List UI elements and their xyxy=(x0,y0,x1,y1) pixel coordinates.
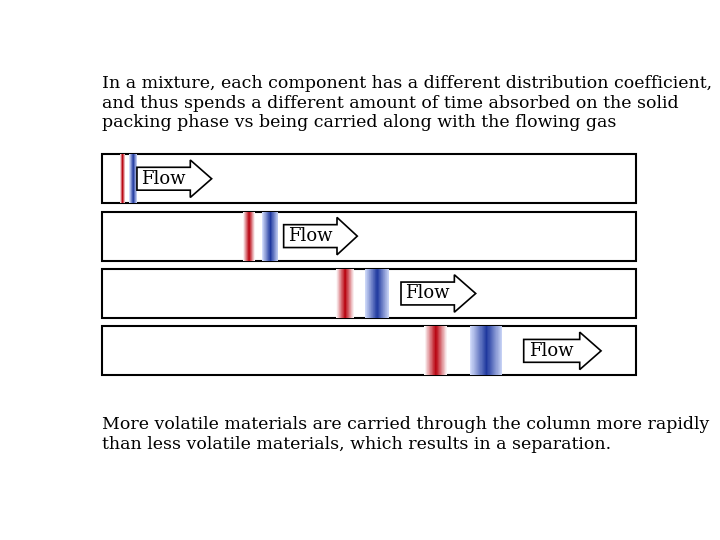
Text: Flow: Flow xyxy=(405,285,450,302)
Bar xyxy=(102,326,636,375)
Text: Flow: Flow xyxy=(529,342,574,360)
Polygon shape xyxy=(137,160,212,198)
Polygon shape xyxy=(523,332,601,369)
Polygon shape xyxy=(284,218,357,255)
Text: Flow: Flow xyxy=(288,227,333,245)
Bar xyxy=(102,212,636,261)
Text: In a mixture, each component has a different distribution coefficient,
and thus : In a mixture, each component has a diffe… xyxy=(102,75,712,131)
Polygon shape xyxy=(401,275,476,312)
Text: More volatile materials are carried through the column more rapidly
than less vo: More volatile materials are carried thro… xyxy=(102,416,710,453)
Bar xyxy=(102,269,636,318)
Bar xyxy=(102,154,636,203)
Text: Flow: Flow xyxy=(141,170,186,188)
